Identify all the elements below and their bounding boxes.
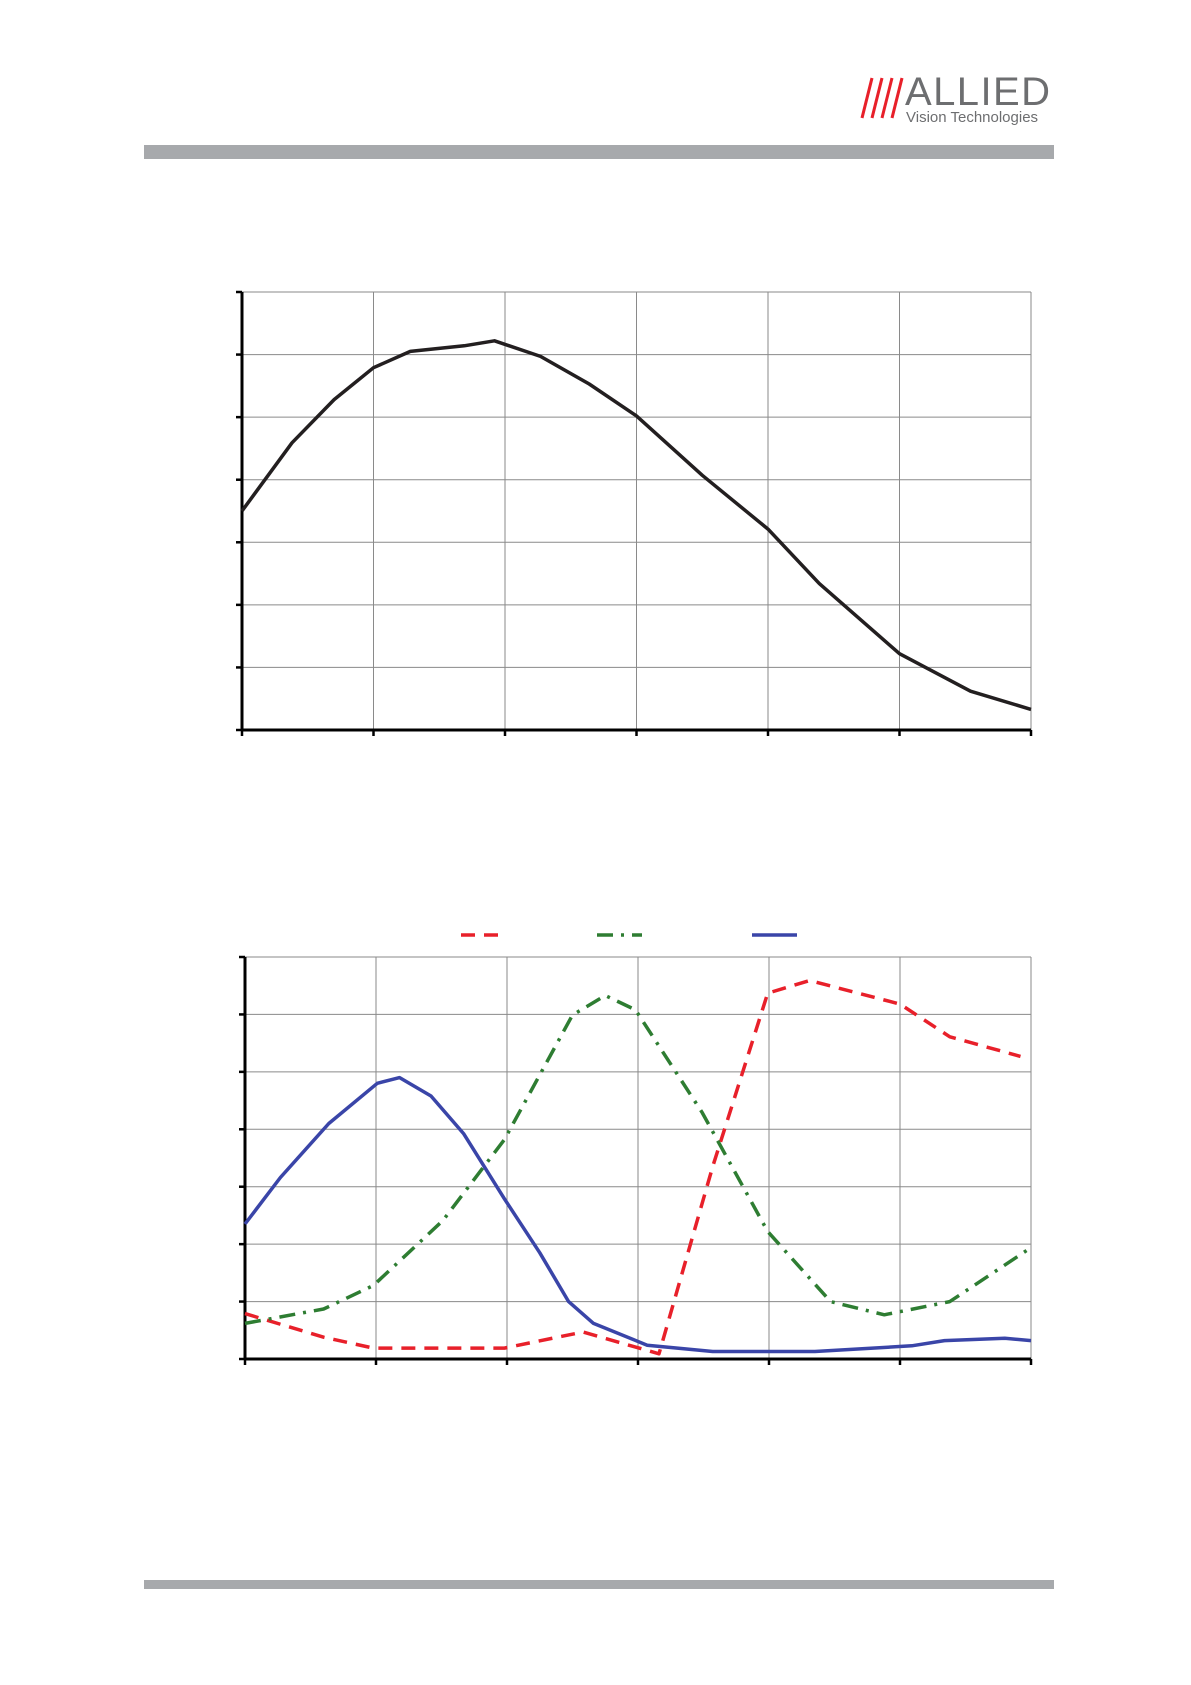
logo-subtitle: Vision Technologies bbox=[906, 109, 1038, 126]
logo-text: ALLIED bbox=[905, 70, 1050, 114]
data-line bbox=[240, 339, 1032, 712]
data-line bbox=[243, 1075, 1032, 1354]
footer-bar bbox=[144, 1580, 1054, 1589]
logo: ALLIED Vision Technologies bbox=[860, 70, 1050, 126]
header-bar bbox=[144, 145, 1054, 159]
logo-slashes bbox=[860, 77, 904, 119]
data-line bbox=[244, 978, 1021, 1356]
data-line bbox=[244, 993, 1032, 1326]
